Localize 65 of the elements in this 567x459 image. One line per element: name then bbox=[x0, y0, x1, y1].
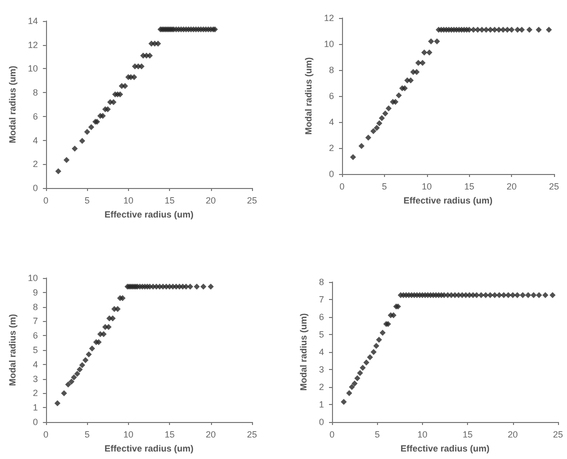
y-tick-label: 0 bbox=[318, 417, 324, 427]
x-tick-label: 5 bbox=[382, 182, 387, 192]
y-tick-label: 9 bbox=[32, 287, 38, 298]
x-tick-label: 10 bbox=[123, 430, 134, 440]
y-tick-label: 4 bbox=[32, 135, 38, 146]
x-axis-title: Effective radius (um) bbox=[104, 209, 194, 220]
x-tick-label: 25 bbox=[246, 430, 258, 440]
x-axis-title: Effective radius (um) bbox=[104, 443, 194, 454]
y-tick-label: 4 bbox=[328, 117, 334, 127]
y-tick-label: 4 bbox=[32, 359, 38, 370]
y-tick-label: 1 bbox=[32, 402, 38, 413]
x-tick-label: 15 bbox=[164, 430, 175, 440]
x-tick-label: 25 bbox=[246, 196, 258, 206]
x-tick-label: 0 bbox=[43, 430, 48, 440]
y-tick-label: 8 bbox=[328, 65, 334, 75]
y-tick-label: 3 bbox=[32, 374, 38, 384]
x-tick-label: 5 bbox=[84, 196, 90, 206]
y-tick-label: 10 bbox=[28, 273, 38, 283]
y-tick-label: 6 bbox=[32, 111, 38, 122]
y-axis-title: Modal radius (um) bbox=[298, 313, 309, 391]
y-tick-label: 14 bbox=[28, 16, 38, 26]
x-tick-label: 20 bbox=[206, 430, 216, 440]
x-tick-label: 15 bbox=[462, 430, 473, 440]
y-tick-label: 2 bbox=[32, 159, 38, 170]
y-tick-label: 2 bbox=[32, 388, 38, 398]
y-tick-label: 6 bbox=[328, 91, 334, 101]
x-tick-label: 0 bbox=[43, 196, 48, 206]
x-tick-label: 10 bbox=[123, 196, 134, 206]
y-tick-label: 12 bbox=[324, 13, 334, 23]
y-tick-label: 7 bbox=[32, 316, 38, 326]
y-tick-label: 8 bbox=[32, 88, 38, 98]
y-tick-label: 10 bbox=[28, 64, 38, 74]
y-tick-label: 2 bbox=[318, 382, 324, 392]
x-tick-label: 5 bbox=[374, 430, 380, 440]
y-tick-label: 8 bbox=[32, 302, 38, 312]
y-tick-label: 5 bbox=[318, 330, 324, 340]
y-axis-title: Modal radius (m) bbox=[8, 314, 18, 386]
y-axis-title: Modal radius (um) bbox=[8, 66, 18, 144]
y-tick-label: 7 bbox=[318, 294, 324, 304]
x-tick-label: 10 bbox=[417, 430, 428, 440]
y-tick-label: 6 bbox=[318, 312, 324, 322]
x-tick-label: 25 bbox=[548, 182, 560, 192]
x-tick-label: 10 bbox=[422, 182, 432, 192]
y-tick-label: 12 bbox=[28, 40, 38, 50]
x-tick-label: 0 bbox=[339, 182, 345, 192]
x-tick-label: 15 bbox=[164, 196, 175, 206]
x-axis-title: Effective radius (um) bbox=[400, 443, 490, 454]
x-tick-label: 20 bbox=[206, 196, 216, 206]
y-tick-label: 2 bbox=[328, 143, 334, 153]
y-tick-label: 1 bbox=[318, 400, 324, 410]
y-tick-label: 10 bbox=[324, 39, 334, 49]
x-axis-title: Effective radius (um) bbox=[403, 195, 493, 206]
x-tick-label: 25 bbox=[552, 430, 564, 440]
y-tick-label: 3 bbox=[318, 364, 324, 374]
x-tick-label: 20 bbox=[508, 430, 518, 440]
x-tick-label: 5 bbox=[84, 430, 90, 440]
x-tick-label: 15 bbox=[464, 182, 474, 192]
y-tick-label: 0 bbox=[32, 417, 38, 427]
y-tick-label: 6 bbox=[32, 330, 38, 341]
x-tick-label: 20 bbox=[506, 182, 517, 192]
y-tick-label: 4 bbox=[318, 347, 324, 357]
y-tick-label: 0 bbox=[328, 169, 334, 179]
y-tick-label: 5 bbox=[32, 345, 38, 355]
y-axis-title: Modal radius (um) bbox=[304, 57, 314, 135]
y-tick-label: 8 bbox=[318, 277, 324, 287]
